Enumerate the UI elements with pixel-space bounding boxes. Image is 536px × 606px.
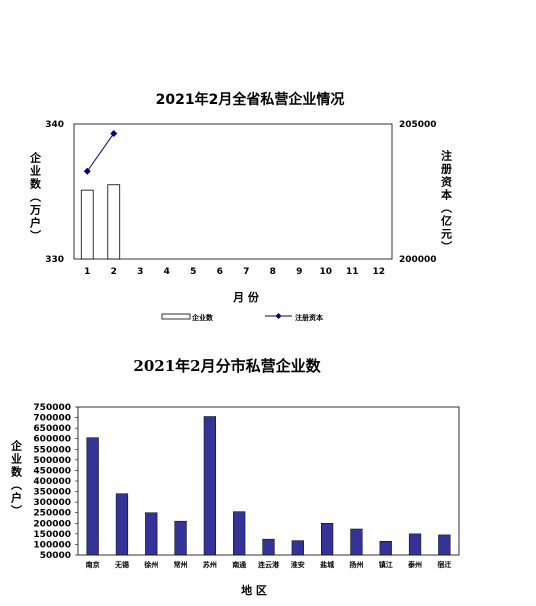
chart-1-line-series bbox=[83, 129, 118, 175]
chart-2-y-tick-label: 400000 bbox=[33, 477, 71, 487]
chart-1-x-tick-label: 11 bbox=[346, 267, 359, 277]
chart-1-x-tick-label: 3 bbox=[137, 267, 143, 277]
chart-2-bar bbox=[321, 523, 334, 556]
chart-2-x-tick-label: 盐城 bbox=[320, 560, 334, 569]
chart-2: 2021年2月分市私营企业数 5000010000015000020000025… bbox=[10, 357, 460, 597]
chart-1-x-axis-label: 月 份 bbox=[232, 290, 260, 304]
chart-1-line-point bbox=[83, 167, 91, 175]
chart-2-bar bbox=[379, 541, 392, 556]
chart-2-bar bbox=[350, 528, 363, 556]
chart-1-x-tick-label: 10 bbox=[319, 267, 332, 277]
chart-2-y-tick-label: 350000 bbox=[33, 488, 71, 498]
chart-1-x-tick-label: 6 bbox=[217, 267, 223, 277]
chart-2-x-tick-label: 南京 bbox=[86, 560, 100, 569]
chart-2-y-tick-label: 50000 bbox=[40, 551, 71, 561]
chart-2-x-tick-label: 无锡 bbox=[114, 560, 129, 569]
chart-2-x-tick-label: 淮安 bbox=[291, 560, 305, 569]
chart-1-y-axis-right-label: 注册资本（亿元） bbox=[440, 149, 454, 254]
chart-1-bar bbox=[107, 184, 121, 260]
chart-2-bar bbox=[291, 540, 304, 556]
chart-2-x-tick-label: 宿迁 bbox=[437, 560, 451, 569]
chart-2-bar bbox=[115, 493, 129, 556]
chart-1-series-line bbox=[86, 133, 115, 172]
chart-2-bar bbox=[233, 511, 246, 556]
chart-1-x-tick-label: 8 bbox=[270, 267, 276, 277]
chart-1-title: 2021年2月全省私营企业情况 bbox=[156, 91, 345, 108]
chart-2-x-tick-label: 南通 bbox=[232, 560, 247, 569]
chart-2-x-ticks: 南京 无锡 徐州 常州 苏州 南通 连云港 淮安 盐城 扬州 镇江 泰州 宿迁 bbox=[86, 560, 452, 569]
chart-1-y-axis-left-label: 企业数（万户） bbox=[29, 151, 43, 243]
chart-2-x-tick-label: 徐州 bbox=[143, 560, 158, 569]
chart-1-bars bbox=[80, 184, 121, 260]
chart-2-bar bbox=[174, 520, 187, 556]
chart-1-legend: 企业数 注册资本 bbox=[161, 313, 323, 322]
chart-1-x-tick-label: 5 bbox=[190, 267, 196, 277]
chart-1-x-tick-label: 7 bbox=[243, 267, 249, 277]
chart-1-line-point bbox=[110, 129, 118, 137]
chart-1-right-tick-max: 205000 bbox=[399, 120, 437, 130]
legend-line-marker bbox=[275, 313, 282, 319]
chart-2-y-tick-label: 450000 bbox=[33, 466, 71, 476]
chart-2-bar bbox=[203, 416, 216, 556]
chart-2-y-tick-label: 150000 bbox=[33, 530, 71, 540]
chart-1-x-tick-label: 12 bbox=[372, 267, 385, 277]
chart-1-x-tick-label: 1 bbox=[84, 267, 90, 277]
chart-1-x-tick-label: 2 bbox=[111, 267, 117, 277]
chart-1-left-tick-max: 340 bbox=[45, 120, 64, 130]
chart-2-y-tick-label: 100000 bbox=[33, 540, 71, 550]
chart-2-x-tick-label: 扬州 bbox=[349, 560, 363, 569]
chart-2-y-tick-label: 550000 bbox=[33, 445, 71, 455]
chart-2-x-tick-label: 苏州 bbox=[203, 560, 217, 569]
chart-2-bar bbox=[145, 512, 158, 556]
chart-1: 2021年2月全省私营企业情况 1 2 3 4 5 6 7 8 9 10 11 12 340 330 … bbox=[29, 91, 454, 322]
chart-2-bar bbox=[262, 538, 275, 556]
chart-2-y-tick-label: 500000 bbox=[33, 456, 71, 466]
chart-2-bar bbox=[438, 534, 451, 556]
chart-1-left-tick-min: 330 bbox=[45, 255, 64, 265]
chart-2-bar bbox=[408, 533, 422, 556]
chart-2-y-tick-label: 750000 bbox=[33, 403, 71, 413]
chart-2-plot-area bbox=[77, 406, 460, 556]
chart-2-x-tick-label: 连云港 bbox=[258, 560, 280, 569]
chart-1-x-tick-label: 9 bbox=[296, 267, 302, 277]
chart-1-x-ticks: 1 2 3 4 5 6 7 8 9 10 11 12 bbox=[84, 267, 385, 277]
legend-bar-swatch bbox=[161, 313, 191, 320]
chart-2-bar bbox=[86, 437, 99, 556]
chart-2-title: 2021年2月分市私营企业数 bbox=[133, 357, 321, 375]
chart-2-x-tick-label: 镇江 bbox=[379, 560, 393, 569]
chart-2-y-tick-label: 300000 bbox=[33, 498, 71, 508]
chart-2-x-tick-label: 泰州 bbox=[407, 560, 422, 569]
chart-2-x-axis-label: 地 区 bbox=[241, 583, 267, 597]
chart-2-y-tick-label: 600000 bbox=[33, 435, 71, 445]
chart-2-y-axis-label: 企业数（户） bbox=[10, 439, 24, 518]
chart-2-y-ticks: 5000010000015000020000025000030000035000… bbox=[33, 403, 78, 561]
chart-1-right-tick-min: 200000 bbox=[399, 255, 437, 265]
chart-1-bar bbox=[80, 189, 94, 260]
chart-1-x-tick-label: 4 bbox=[164, 267, 170, 277]
legend-bar-label: 企业数 bbox=[191, 313, 214, 322]
chart-2-bars bbox=[86, 416, 451, 556]
chart-2-y-tick-label: 250000 bbox=[33, 509, 71, 519]
legend-line-label: 注册资本 bbox=[295, 313, 323, 322]
chart-2-y-tick-label: 650000 bbox=[33, 424, 71, 434]
chart-1-plot-area bbox=[73, 123, 393, 260]
chart-2-y-tick-label: 700000 bbox=[33, 414, 71, 424]
chart-2-x-tick-label: 常州 bbox=[174, 560, 188, 569]
chart-2-y-tick-label: 200000 bbox=[33, 519, 71, 529]
